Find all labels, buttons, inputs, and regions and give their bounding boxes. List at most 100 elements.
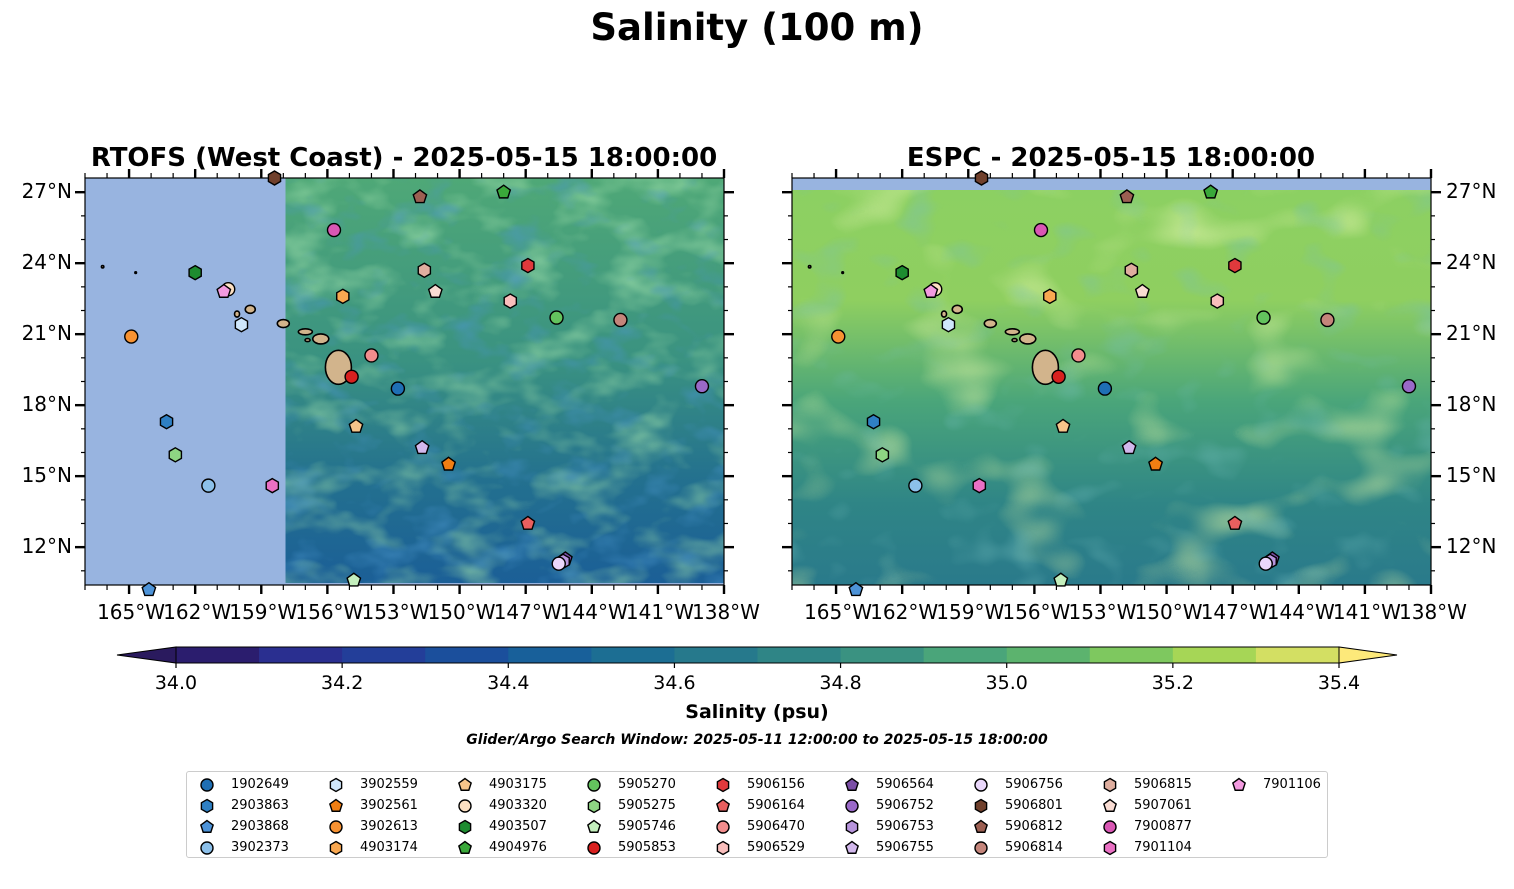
legend-symbol-4903320 [458,799,472,813]
legend-symbol-5905275 [587,798,601,814]
legend-symbol-3902373 [200,841,214,855]
colorbar-title: Salinity (psu) [685,701,829,723]
float-marker-5907061-espc [1134,283,1150,298]
legend-label: 4904976 [489,840,547,855]
float-marker-3902613-rtofs [124,329,139,344]
float-marker-2903863-rtofs [159,413,174,430]
island-rtofs-7 [100,264,105,269]
legend-symbol-3902561 [329,798,343,812]
legend-marker [458,777,472,791]
legend-symbol-5906753 [845,819,859,835]
legend-marker [200,819,214,833]
legend-marker [845,777,859,791]
float-marker-2903863-espc [866,413,881,430]
float-marker-5905853-espc [1051,369,1066,384]
legend-symbol-3902559 [329,777,343,793]
float-marker-4903507-rtofs [188,264,202,281]
float-marker-4903175-espc [1055,418,1071,433]
legend-label: 5906753 [876,819,934,834]
legend-marker [587,841,601,855]
float-marker-3902561-rtofs [441,456,457,471]
legend-symbol-4903174 [329,840,343,856]
lat-tick-label: 15°N [21,463,72,488]
legend-symbol-5906815 [1103,777,1117,793]
float-marker-5906814-rtofs [613,312,628,328]
legend-label: 5906755 [876,840,934,855]
lat-tick-label: 12°N [21,534,72,559]
legend-label: 5905275 [618,798,676,813]
float-marker-3902561-espc [1148,456,1164,471]
legend-label: 4903175 [489,777,547,792]
float-marker-5906752-rtofs [694,379,710,394]
colorbar-bin [508,647,592,663]
colorbar-bin [259,647,343,663]
island-espc-7 [807,264,812,269]
lat-tick-label: 24°N [21,250,72,275]
colorbar-bin [1089,647,1174,663]
colorbar-bin [342,647,426,663]
float-marker-4903507-espc [895,264,909,281]
rtofs-panel-title: RTOFS (West Coast) - 2025-05-15 18:00:00 [90,143,718,173]
legend-marker [329,798,343,812]
rtofs-map [85,178,724,585]
lon-tick-label: 141°W [1332,600,1401,624]
float-marker-5905275-espc [875,447,890,463]
legend-label: 3902373 [231,840,289,855]
legend-marker [1103,820,1117,834]
lat-tick-label: 12°N [1446,534,1497,559]
float-marker-5906156-espc [1228,257,1242,274]
float-markers [124,170,1417,597]
legend-label: 5905746 [618,819,676,834]
float-marker-4903174-espc [1043,288,1057,305]
colorbar-tick-label: 35.0 [985,672,1028,694]
lon-tick-label: 138°W [692,600,760,624]
float-marker-5906756-espc [1258,556,1273,571]
legend-label: 5906156 [747,777,805,792]
colorbar-bin [1172,647,1257,663]
float-marker-5906470-rtofs [364,348,379,363]
float-marker-5906752-espc [1401,379,1417,394]
float-marker-5906812-espc [1119,189,1135,204]
legend-symbol-5906529 [716,840,730,856]
espc-panel-title: ESPC - 2025-05-15 18:00:00 [906,143,1316,173]
colorbar-under-arrow [116,646,177,664]
legend-marker [1103,798,1117,812]
lon-tick-label: 162°W [870,600,939,624]
lat-tick-label: 15°N [1446,463,1497,488]
figure-title: Salinity (100 m) [590,6,924,49]
legend-symbol-4903175 [458,777,472,791]
lon-tick-label: 147°W [493,600,562,624]
float-marker-7901106-rtofs [216,283,232,298]
island-espc-3 [983,318,998,329]
float-marker-4904976-rtofs [496,184,512,199]
island-rtofs-3 [276,318,291,329]
float-marker-7901104-rtofs [265,477,280,494]
legend-label: 5906812 [1005,819,1063,834]
legend-marker [974,778,988,792]
legend-symbol-1902649 [200,778,214,792]
float-marker-4903174-rtofs [336,288,350,305]
lat-tick-label: 27°N [21,179,72,204]
legend-marker [716,798,730,812]
lat-tick-label: 21°N [1446,321,1497,346]
legend-marker [458,799,472,813]
colorbar-tick-label: 34.0 [154,672,198,694]
legend-label: 5905270 [618,777,676,792]
lat-tick-label: 18°N [1446,392,1497,417]
lat-tick-label: 21°N [21,321,72,346]
legend-marker [845,819,859,835]
float-marker-7900877-espc [1033,222,1049,238]
lon-tick-label: 141°W [625,600,694,624]
legend-symbol-7900877 [1103,820,1117,834]
colorbar-bin [923,647,1008,663]
map-panels [75,169,1441,597]
island-espc-4 [951,304,964,315]
lat-tick-label: 18°N [21,392,72,417]
float-marker-2903868-espc [848,581,864,597]
legend-symbol-5906752 [845,799,859,813]
legend-marker [587,778,601,792]
search-window-caption: Glider/Argo Search Window: 2025-05-11 12… [466,732,1048,748]
legend-marker [845,840,859,854]
float-marker-5905853-rtofs [344,369,359,384]
float-marker-5906815-rtofs [417,262,432,279]
